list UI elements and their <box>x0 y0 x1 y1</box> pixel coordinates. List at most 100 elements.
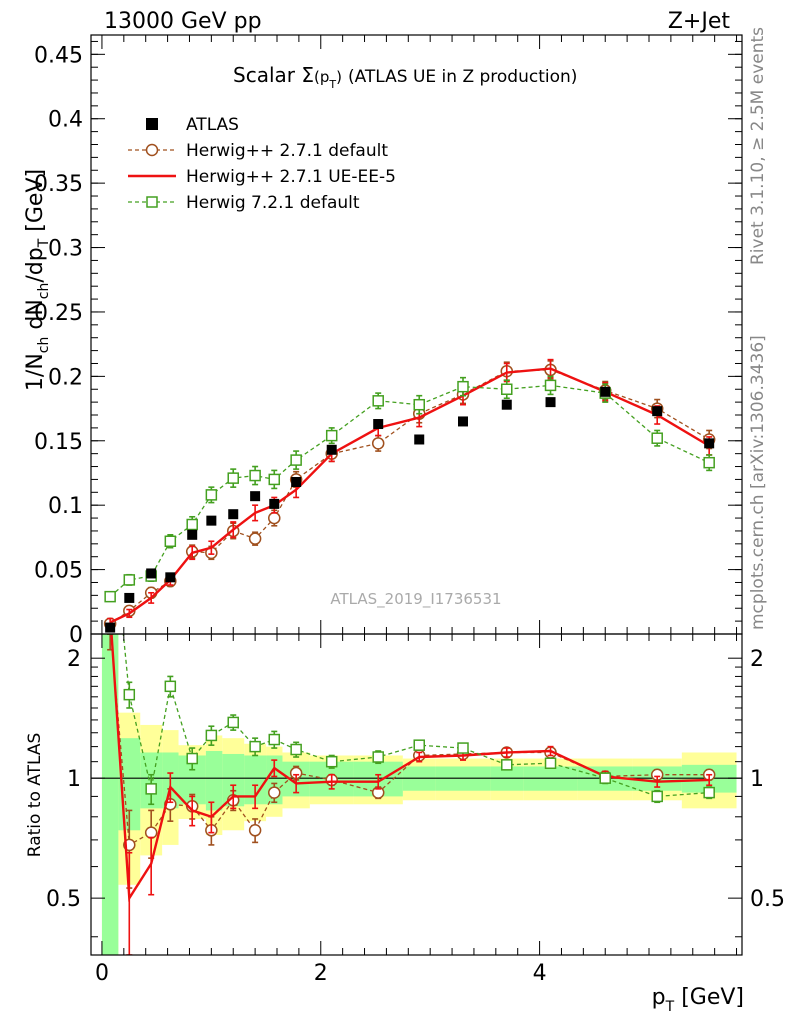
ratio-herwig-721-default-marker <box>186 752 198 765</box>
main-y-tick-label: 0.35 <box>34 172 83 197</box>
mcplots-reference-label: mcplots.cern.ch [arXiv:1306.3436] <box>748 335 768 630</box>
legend-entry-label: ATLAS <box>186 115 239 135</box>
main-y-tick-label: 0.4 <box>48 108 83 133</box>
legend-entry-label: Herwig 7.2.1 default <box>186 193 360 213</box>
main-y-axis-title: 1/Nch dNch/dpT [GeV] <box>23 169 52 391</box>
ratio-herwig-721-default-marker <box>599 772 611 784</box>
ratio-herwig-721-default-marker <box>205 729 218 742</box>
ratio-y-tick-label-right: 2 <box>750 647 764 672</box>
atlas-data-point <box>105 622 116 633</box>
main-herwig-721-default-marker <box>227 472 239 484</box>
chart-title: Scalar Σ(pT) (ATLAS UE in Z production) <box>233 63 577 91</box>
atlas-data-point <box>704 438 715 449</box>
analysis-watermark: ATLAS_2019_I1736531 <box>330 590 501 609</box>
main-herwig-271-default-marker <box>371 437 385 450</box>
main-y-tick-label: 0.25 <box>34 301 83 326</box>
legend-square-marker <box>146 196 158 208</box>
header-process-label: 13000 GeV pp <box>104 9 262 34</box>
ratio-band-inner <box>101 634 119 955</box>
main-herwig-721-default-marker <box>205 489 218 501</box>
ratio-herwig-721-default-marker <box>413 739 425 751</box>
atlas-data-point <box>326 444 337 455</box>
ratio-herwig-721-default-marker <box>457 742 469 754</box>
main-herwig-721-default-marker <box>290 454 302 466</box>
atlas-data-point <box>228 509 239 520</box>
main-herwig-721-default-marker <box>651 432 663 444</box>
atlas-data-point <box>501 399 512 410</box>
atlas-data-point <box>652 406 663 417</box>
rivet-version-label: Rivet 3.1.10, ≥ 2.5M events <box>748 27 768 265</box>
main-herwig-721-default-marker <box>249 469 261 482</box>
ratio-y-tick-label-left: 1 <box>67 767 81 792</box>
x-tick-label: 0 <box>95 961 109 986</box>
main-y-tick-label: 0.15 <box>34 430 83 455</box>
atlas-data-point <box>458 416 468 427</box>
atlas-data-point <box>146 568 157 579</box>
x-axis-title: pT [GeV] <box>652 985 744 1015</box>
ratio-herwig-721-default-marker <box>290 743 302 756</box>
ratio-herwig-721-default-marker <box>651 790 663 803</box>
main-herwig-721-default-marker <box>268 473 281 486</box>
ratio-herwig-721-default-marker <box>501 759 513 771</box>
ratio-y-tick-label-left: 0.5 <box>46 887 81 912</box>
ratio-herwig-271-default-marker <box>248 824 262 837</box>
ratio-herwig-721-default-marker <box>325 755 338 768</box>
ratio-herwig-721-default-marker <box>703 786 715 799</box>
main-herwig-271-default-marker <box>248 532 262 545</box>
ratio-y-tick-label-right: 0.5 <box>750 887 785 912</box>
atlas-data-point <box>206 515 217 526</box>
main-herwig-721-default-marker <box>123 574 136 586</box>
atlas-data-point <box>373 419 384 430</box>
ratio-herwig-271-default-marker <box>268 786 281 799</box>
main-y-tick-label: 0.45 <box>34 43 83 68</box>
ratio-herwig-721-default-marker <box>372 751 384 763</box>
ratio-herwig-721-default-marker <box>123 688 136 701</box>
x-tick-label: 2 <box>314 961 328 986</box>
legend-atlas-marker <box>146 118 158 130</box>
main-herwig-721-default-marker <box>413 398 425 411</box>
main-y-tick-label: 0.3 <box>48 237 83 262</box>
main-y-tick-label: 0.2 <box>48 365 83 390</box>
ratio-herwig-721-default-marker <box>249 740 261 753</box>
ratio-herwig-721-default-marker <box>164 680 177 693</box>
header-observable-label: Z+Jet <box>668 9 731 34</box>
main-herwig-271-ue-ee5-line <box>109 367 710 624</box>
ratio-y-tick-label-right: 1 <box>750 767 764 792</box>
main-y-tick-label: 0.1 <box>48 494 83 519</box>
ratio-band-inner <box>244 755 267 805</box>
legend-entry-label: Herwig++ 2.7.1 default <box>186 141 388 161</box>
atlas-data-point <box>414 434 425 445</box>
main-herwig-721-default-marker <box>703 456 715 469</box>
main-herwig-271-default-line <box>109 369 710 625</box>
ratio-herwig-271-default-marker <box>144 826 158 839</box>
ratio-band-inner <box>205 750 223 811</box>
atlas-data-point <box>124 592 135 603</box>
main-herwig-721-default-marker <box>501 383 513 395</box>
main-herwig-721-default-marker <box>186 518 198 531</box>
ratio-herwig-721-default-marker <box>544 757 557 769</box>
ratio-herwig-721-default-marker <box>227 716 239 729</box>
ratio-y-axis-title: Ratio to ATLAS <box>25 733 45 858</box>
ratio-panel-frame <box>90 633 743 956</box>
legend-entry-label: Herwig++ 2.7.1 UE-EE-5 <box>186 167 396 187</box>
main-herwig-721-default-marker <box>544 379 557 392</box>
atlas-data-point <box>600 386 611 397</box>
atlas-data-point <box>187 529 198 540</box>
main-herwig-721-default-line <box>109 384 710 598</box>
atlas-data-point <box>545 397 556 408</box>
x-tick-label: 4 <box>533 961 547 986</box>
main-herwig-271-default-marker <box>268 511 281 525</box>
main-y-tick-label: 0.05 <box>34 559 83 584</box>
main-y-tick-label: 0 <box>69 623 83 648</box>
main-herwig-721-default-marker <box>325 429 338 442</box>
atlas-data-point <box>250 491 261 502</box>
atlas-data-point <box>269 498 280 509</box>
atlas-data-point <box>291 476 302 487</box>
ratio-herwig-721-default-marker <box>268 733 281 746</box>
ratio-band-inner <box>222 753 245 807</box>
ratio-herwig-721-default-marker <box>105 495 115 505</box>
main-herwig-721-default-marker <box>164 535 177 548</box>
atlas-data-point <box>165 572 176 583</box>
ratio-y-tick-label-left: 2 <box>67 647 81 672</box>
